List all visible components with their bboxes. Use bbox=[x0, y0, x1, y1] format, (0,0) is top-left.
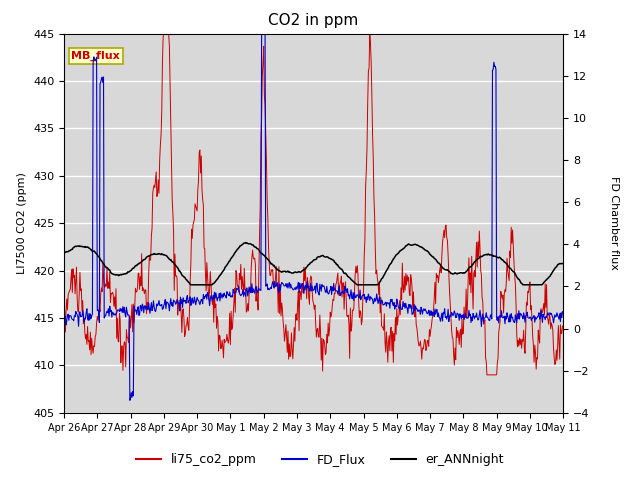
Title: CO2 in ppm: CO2 in ppm bbox=[268, 13, 359, 28]
Legend: li75_co2_ppm, FD_Flux, er_ANNnight: li75_co2_ppm, FD_Flux, er_ANNnight bbox=[131, 448, 509, 471]
Y-axis label: LI7500 CO2 (ppm): LI7500 CO2 (ppm) bbox=[17, 172, 28, 274]
Text: MB_flux: MB_flux bbox=[72, 51, 120, 61]
Y-axis label: FD Chamber flux: FD Chamber flux bbox=[609, 176, 619, 270]
